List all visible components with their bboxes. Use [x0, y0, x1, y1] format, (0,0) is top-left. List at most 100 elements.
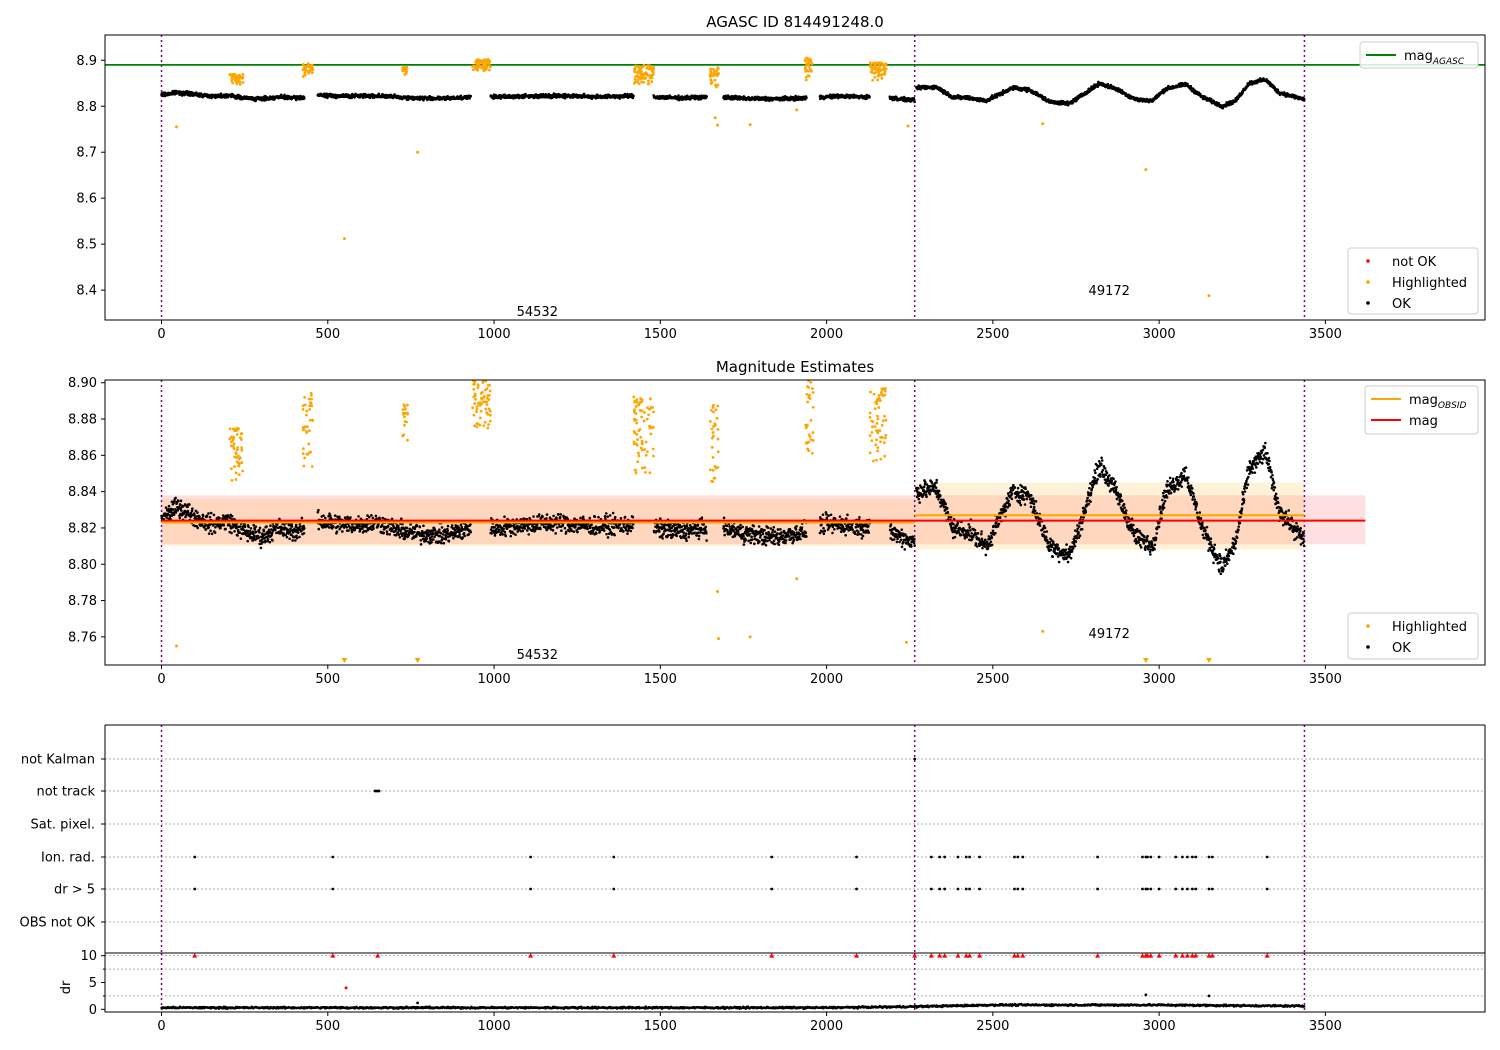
- p1-ok-point: [1001, 93, 1004, 97]
- p2-ok-point: [452, 536, 455, 540]
- p1-highlighted-point: [476, 66, 480, 70]
- p2-ok-point: [490, 532, 493, 535]
- p1-ok-point: [1302, 97, 1306, 101]
- p2-ok-point: [178, 516, 182, 520]
- p1-xtick-label: 2000: [810, 327, 843, 342]
- p1-highlighted-point: [479, 60, 483, 64]
- p1-bottom-legend-label: Highlighted: [1392, 276, 1467, 291]
- p1-highlighted-point: [808, 67, 812, 71]
- p1-highlighted-point: [878, 61, 882, 65]
- p1-highlighted-point: [475, 62, 479, 65]
- p1-highlighted-point: [482, 59, 486, 63]
- p2-ok-point: [258, 531, 261, 534]
- p2-ok-point: [443, 528, 447, 531]
- p1-ok-point: [705, 95, 708, 98]
- p2-ok-point: [430, 535, 434, 538]
- p1-highlighted-point: [876, 78, 880, 82]
- p1-highlighted-point: [237, 74, 241, 77]
- p2-ok-point: [205, 514, 209, 518]
- p1-ok-point: [1189, 84, 1193, 88]
- p2-ok-point: [380, 523, 384, 527]
- p2-ok-point: [214, 525, 217, 529]
- p2-ok-point: [433, 535, 436, 539]
- p1-highlighted-point: [639, 77, 643, 81]
- p2-ok-point: [467, 532, 471, 536]
- p2-ok-point: [164, 506, 168, 510]
- p1-ok-point: [302, 97, 306, 100]
- p1-ytick-label: 8.4: [76, 284, 97, 299]
- p1-highlighted-point: [636, 78, 640, 82]
- p2-ok-point: [261, 540, 264, 544]
- p1-highlighted-point: [642, 63, 646, 67]
- p2-ok-point: [440, 541, 443, 545]
- p2-ok-point: [203, 524, 207, 528]
- p2-ok-point: [422, 534, 426, 538]
- p2-ok-point: [201, 514, 205, 518]
- p2-ok-point: [498, 528, 501, 532]
- p2-ok-point: [224, 527, 227, 531]
- p1-highlighted-point: [405, 65, 409, 69]
- p2-ok-point: [371, 516, 375, 520]
- p1-highlighted-point: [416, 150, 420, 154]
- p1-highlighted-point: [479, 65, 483, 68]
- p1-ok-point: [1276, 88, 1280, 92]
- p2-ok-point: [332, 525, 335, 528]
- p2-ok-point: [419, 543, 423, 546]
- p1-highlighted-point: [652, 67, 655, 71]
- p1-highlighted-point: [880, 76, 884, 80]
- p1-highlighted-point: [481, 63, 485, 67]
- p2-ok-point: [433, 529, 437, 532]
- p2-ok-point: [218, 516, 221, 520]
- p2-ok-point: [403, 537, 406, 541]
- p1-highlighted-point: [647, 67, 651, 71]
- p2-ok-point: [399, 529, 403, 533]
- p1-highlighted-point: [877, 72, 881, 76]
- p2-ok-point: [188, 503, 191, 506]
- p2-ok-point: [265, 525, 268, 528]
- p1-bottom-legend-label: not OK: [1392, 255, 1437, 270]
- p2-ok-point: [450, 524, 454, 527]
- p2-ok-point: [463, 534, 467, 538]
- p2-ok-point: [503, 515, 506, 519]
- p2-ok-point: [374, 514, 378, 518]
- p2-ok-point: [302, 526, 306, 530]
- p1-highlighted-point: [1144, 168, 1148, 172]
- p2-ok-point: [322, 514, 325, 518]
- p1-highlighted-point: [1207, 294, 1211, 298]
- p2-ok-point: [370, 514, 373, 517]
- p2-ok-point: [458, 533, 461, 536]
- p1-ytick-label: 8.7: [76, 146, 97, 161]
- p1-highlighted-point: [1041, 122, 1045, 126]
- p2-ok-point: [246, 539, 250, 543]
- p1-highlighted-point: [883, 62, 887, 66]
- p2-ok-point: [358, 524, 361, 528]
- p1-xtick-label: 1500: [644, 327, 677, 342]
- p2-ok-point: [447, 539, 451, 543]
- p2-ok-point: [179, 509, 183, 512]
- p2-ok-point: [243, 523, 247, 526]
- p2-ok-point: [418, 525, 422, 529]
- p2-ok-point: [394, 533, 398, 537]
- p1-highlighted-point: [878, 68, 881, 72]
- p1-frame: [104, 34, 1486, 321]
- p1-ok-point: [1096, 85, 1100, 89]
- p2-ok-point: [268, 540, 272, 544]
- p1-highlighted-point: [310, 71, 314, 75]
- p2-ok-point: [446, 524, 450, 528]
- p2-ok-point: [510, 524, 513, 527]
- p1-highlighted-point: [642, 80, 646, 84]
- p2-ok-point: [502, 527, 505, 531]
- p2-ok-point: [459, 523, 463, 527]
- p1-highlighted-point: [472, 64, 476, 68]
- p2-ok-point: [233, 529, 236, 533]
- p1-highlighted-point: [881, 68, 884, 72]
- p1-highlighted-point: [869, 70, 873, 74]
- p1-highlighted-point: [306, 62, 310, 66]
- p2-ok-point: [266, 537, 270, 541]
- p1-highlighted-point: [232, 73, 236, 76]
- p2-ok-point: [294, 523, 298, 527]
- p2-ok-point: [469, 523, 472, 526]
- p1-highlighted-point: [241, 76, 245, 80]
